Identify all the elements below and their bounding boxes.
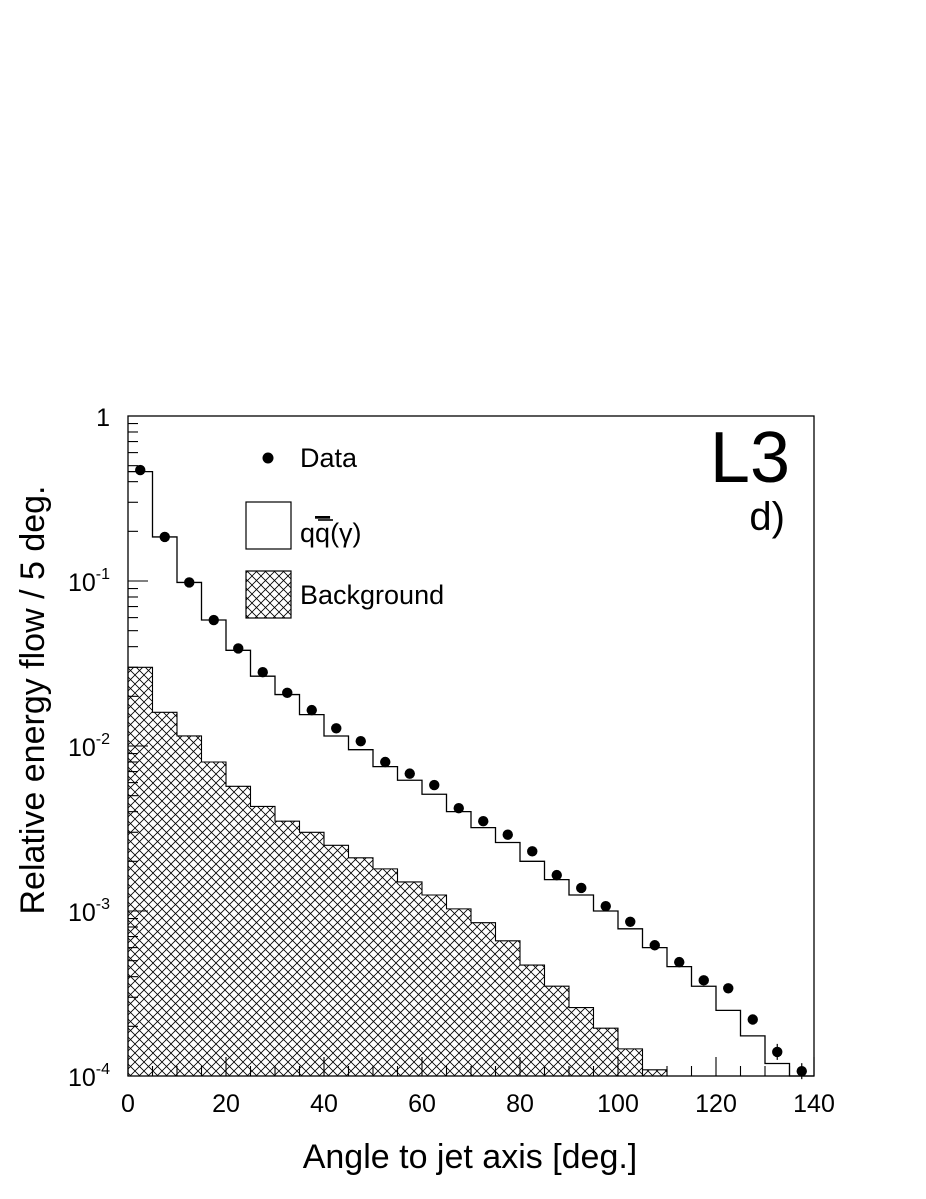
x-tick-label: 140 <box>793 1090 835 1118</box>
background-bin <box>569 1007 594 1076</box>
data-point <box>674 956 685 968</box>
y-axis-title: Relative energy flow / 5 deg. <box>14 485 52 914</box>
data-points <box>135 464 807 1080</box>
data-point <box>184 577 195 588</box>
data-point <box>576 882 587 894</box>
x-axis-label: Angle to jet axis [deg.] <box>303 1138 638 1176</box>
background-bin <box>446 908 472 1076</box>
x-tick-label: 60 <box>408 1090 436 1118</box>
legend-background-label: Background <box>300 580 444 610</box>
data-point <box>355 735 366 747</box>
data-point <box>796 1065 807 1077</box>
y-tick-label: 10-2 <box>68 731 110 762</box>
data-point <box>649 940 660 951</box>
data-point <box>600 900 611 912</box>
x-tick-label: 40 <box>310 1090 338 1118</box>
background-bin <box>177 735 202 1076</box>
data-point <box>282 687 293 699</box>
background-bin <box>373 868 398 1076</box>
mc-step-line <box>128 470 814 1077</box>
data-point <box>478 816 489 827</box>
x-axis-title: Angle to jet axis [deg.] <box>303 1138 638 1176</box>
background-bin <box>275 821 300 1076</box>
background-bin <box>299 832 325 1076</box>
data-point <box>551 869 562 881</box>
experiment-label: L3 <box>710 418 790 498</box>
data-point <box>429 779 440 791</box>
legend: Data qq(γ) Background <box>245 443 444 619</box>
background-bin <box>471 922 496 1076</box>
data-point <box>723 983 734 994</box>
legend-mc-label: qq(γ) <box>300 518 362 548</box>
data-point <box>625 916 636 928</box>
data-point <box>698 975 709 986</box>
legend-background-swatch <box>245 570 292 619</box>
background-bin <box>348 857 374 1076</box>
data-point <box>772 1046 783 1058</box>
background-bin <box>618 1048 643 1076</box>
background-bin <box>422 895 447 1076</box>
data-point <box>135 464 146 476</box>
background-bin <box>642 1069 668 1076</box>
x-tick-label: 120 <box>695 1090 737 1118</box>
y-tick-label: 1 <box>96 404 110 432</box>
background-bin <box>324 845 349 1076</box>
background-bin <box>250 806 276 1076</box>
x-tick-label: 0 <box>121 1090 135 1118</box>
background-bin <box>226 786 251 1076</box>
data-point <box>380 756 391 768</box>
x-tick-label: 80 <box>506 1090 534 1118</box>
background-bin <box>495 940 521 1076</box>
data-point <box>257 667 268 678</box>
data-point <box>306 704 317 716</box>
background-bin <box>593 1028 619 1076</box>
y-tick-label: 10-4 <box>68 1061 110 1092</box>
data-point <box>159 531 170 543</box>
background-histogram <box>127 666 814 1077</box>
x-tick-label: 100 <box>597 1090 639 1118</box>
data-point <box>208 614 219 626</box>
background-bin <box>152 712 178 1076</box>
mc-histogram <box>128 470 814 1077</box>
data-point <box>331 723 342 734</box>
y-tick-label: 10-3 <box>68 896 110 927</box>
data-point <box>747 1014 758 1025</box>
background-bin <box>128 667 153 1076</box>
overlined-q: q <box>315 518 330 548</box>
background-bin <box>397 881 423 1076</box>
y-axis-ticks: 1 10-1 10-2 10-3 10-4 <box>68 404 148 1092</box>
background-outline <box>127 666 814 1077</box>
data-point <box>527 846 538 857</box>
y-tick-label: 10-1 <box>68 566 110 597</box>
plot-area: 0 20 40 60 80 100 120 140 1 10-1 10-2 10-3 10-4 <box>68 404 835 1118</box>
background-bin <box>520 965 545 1076</box>
y-axis-label: Relative energy flow / 5 deg. <box>14 485 52 914</box>
background-bin <box>544 986 570 1076</box>
legend-data-marker <box>262 452 274 464</box>
background-bin <box>201 761 227 1076</box>
x-axis-ticks: 0 20 40 60 80 100 120 140 <box>121 1057 835 1118</box>
panel-label: d) <box>749 495 785 539</box>
legend-mc-swatch <box>245 501 292 550</box>
x-tick-label: 20 <box>212 1090 240 1118</box>
legend-data-label: Data <box>300 443 358 473</box>
data-point <box>233 643 244 654</box>
data-point <box>404 768 415 779</box>
data-point <box>453 802 464 814</box>
data-point <box>502 829 513 840</box>
